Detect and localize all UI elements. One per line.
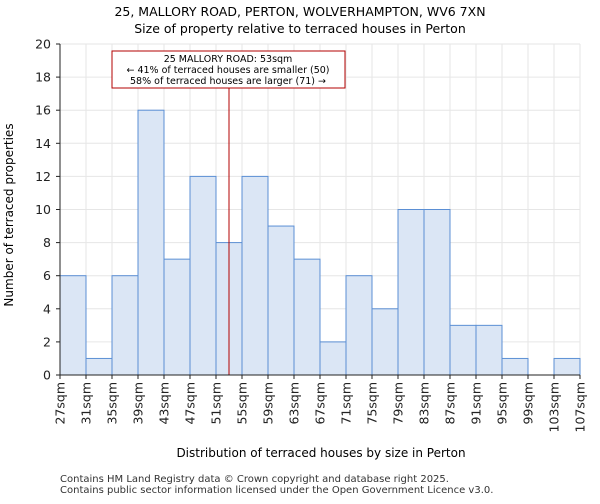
x-axis-label: Distribution of terraced houses by size …	[176, 446, 465, 460]
annotation-border	[111, 50, 346, 89]
chart-subtitle: Size of property relative to terraced ho…	[134, 21, 466, 36]
x-tick-label: 87sqm	[443, 382, 458, 425]
y-tick-labels: 0 2 4 6 8 10 12 14 16 18 20	[35, 37, 51, 383]
y-tick-label: 6	[43, 268, 51, 283]
x-tick-label: 71sqm	[339, 382, 354, 425]
x-tick-label: 83sqm	[417, 382, 432, 425]
y-tick-label: 10	[35, 202, 51, 217]
annotation-line-2: ← 41% of terraced houses are smaller (50…	[126, 65, 329, 76]
x-tick-label: 27sqm	[53, 382, 68, 425]
y-tick-label: 2	[43, 334, 51, 349]
y-tick-label: 8	[43, 235, 51, 250]
bar-75sqm	[371, 308, 399, 376]
y-tick-label: 4	[43, 301, 51, 316]
x-tick-label: 59sqm	[261, 382, 276, 425]
bar-31sqm	[85, 357, 113, 376]
y-tick-label: 18	[35, 70, 51, 85]
x-tick-label: 99sqm	[521, 382, 536, 425]
bar-35sqm	[111, 275, 139, 376]
bar-59sqm	[267, 225, 295, 376]
x-tick-label: 107sqm	[573, 382, 588, 432]
x-tick-label: 31sqm	[79, 382, 94, 425]
bar-79sqm	[397, 209, 425, 376]
x-tick-label: 35sqm	[105, 382, 120, 425]
bar-39sqm	[137, 109, 165, 376]
footer-line-1: Contains HM Land Registry data © Crown c…	[60, 474, 449, 485]
bar-83sqm	[423, 209, 451, 376]
x-tick-label: 43sqm	[157, 382, 172, 425]
y-tick-label: 20	[35, 37, 51, 52]
x-tick-label: 39sqm	[131, 382, 146, 425]
x-tick-label: 79sqm	[391, 382, 406, 425]
x-tick-label: 47sqm	[183, 382, 198, 425]
x-tick-label: 91sqm	[469, 382, 484, 425]
x-tick-label: 55sqm	[235, 382, 250, 425]
bar-87sqm	[449, 324, 477, 376]
annotation-line-3: 58% of terraced houses are larger (71) →	[130, 76, 326, 87]
x-tick-label: 67sqm	[313, 382, 328, 425]
annotation-box: 25 MALLORY ROAD: 53sqm ← 41% of terraced…	[111, 50, 346, 89]
axes	[56, 43, 581, 379]
annotation-line-1: 25 MALLORY ROAD: 53sqm	[164, 54, 293, 65]
x-tick-labels: 27sqm 31sqm 35sqm 39sqm 43sqm 47sqm 51sqm 55sqm…	[53, 382, 588, 432]
bar-103sqm	[553, 357, 581, 376]
bar-91sqm	[475, 324, 503, 376]
x-tick-label: 63sqm	[287, 382, 302, 425]
footer-line-2: Contains public sector information licen…	[60, 485, 494, 496]
x-tick-label: 75sqm	[365, 382, 380, 425]
chart-title: 25, MALLORY ROAD, PERTON, WOLVERHAMPTON,…	[114, 4, 485, 19]
x-tick-label: 103sqm	[547, 382, 562, 432]
bar-55sqm	[241, 175, 269, 376]
y-tick-label: 0	[43, 368, 51, 383]
bar-95sqm	[501, 357, 529, 376]
bar-27sqm	[59, 275, 87, 376]
y-axis-label: Number of terraced properties	[2, 123, 16, 306]
x-tick-label: 51sqm	[209, 382, 224, 425]
bar-47sqm	[189, 175, 217, 376]
y-tick-label: 14	[35, 136, 51, 151]
bars	[59, 109, 581, 376]
bar-43sqm	[163, 258, 191, 376]
x-tick-label: 95sqm	[495, 382, 510, 425]
bar-71sqm	[345, 275, 373, 376]
y-tick-label: 12	[35, 169, 51, 184]
bar-63sqm	[293, 258, 321, 376]
bar-67sqm	[319, 341, 347, 376]
y-tick-label: 16	[35, 103, 51, 118]
